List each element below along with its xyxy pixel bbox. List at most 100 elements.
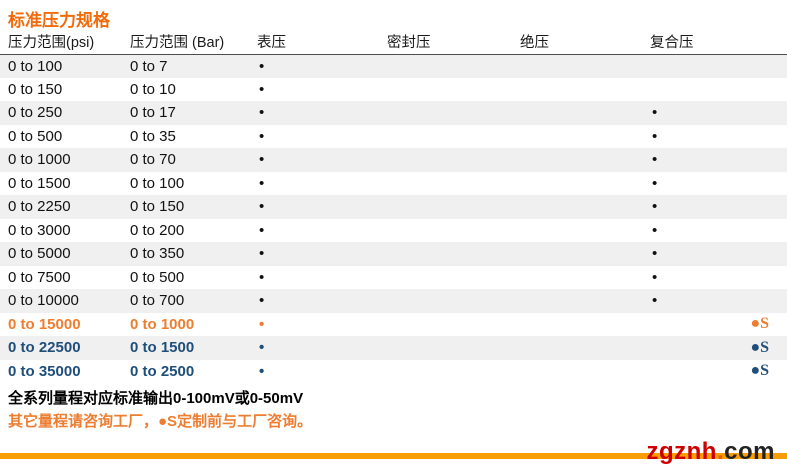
header-psi-range: 压力范围(psi) [0,30,130,55]
gauge-pressure-dot: • [259,198,265,216]
bar-range-cell: 0 to 200 [130,221,185,239]
psi-range-cell: 0 to 1000 [8,151,71,169]
table-row: 0 to 7500 0 to 500 • • [0,266,787,290]
custom-s-mark: ●S [750,315,769,333]
gauge-pressure-dot: • [259,315,265,333]
psi-range-cell: 0 to 3000 [8,221,71,239]
bar-range-cell: 0 to 700 [130,292,185,310]
table-row: 0 to 2250 0 to 150 • • [0,195,787,219]
compound-pressure-cell: • [650,101,787,125]
absolute-pressure-cell [520,336,650,360]
psi-range-cell: 0 to 1500 [8,174,71,192]
absolute-pressure-cell [520,101,650,125]
compound-pressure-cell: • [650,195,787,219]
psi-range-cell: 0 to 15000 [8,315,81,333]
compound-pressure-cell [650,54,787,78]
page-title: 标准压力规格 [8,11,110,30]
gauge-pressure-dot: • [259,104,265,122]
absolute-pressure-cell [520,195,650,219]
absolute-pressure-cell [520,78,650,102]
gauge-pressure-dot: • [259,151,265,169]
gauge-pressure-dot: • [259,362,265,380]
watermark-dot: . [716,438,725,465]
compound-pressure-cell: ●S [650,360,787,384]
gauge-pressure-dot: • [259,221,265,239]
psi-range-cell: 0 to 100 [8,57,63,75]
absolute-pressure-cell [520,148,650,172]
compound-pressure-cell: • [650,148,787,172]
table-row: 0 to 5000 0 to 350 • • [0,242,787,266]
pressure-spec-table: 压力范围(psi) 压力范围 (Bar) 表压 密封压 绝压 复合压 0 to … [0,30,787,383]
absolute-pressure-cell [520,54,650,78]
sealed-pressure-cell [387,266,520,290]
psi-range-cell: 0 to 500 [8,127,63,145]
custom-s-mark: ●S [750,362,769,380]
absolute-pressure-cell [520,125,650,149]
sealed-pressure-cell [387,54,520,78]
header-compound-pressure: 复合压 [650,30,787,55]
gauge-pressure-dot: • [259,127,265,145]
bar-range-cell: 0 to 100 [130,174,185,192]
bar-range-cell: 0 to 2500 [130,362,195,380]
compound-pressure-cell [650,78,787,102]
header-row: 压力范围(psi) 压力范围 (Bar) 表压 密封压 绝压 复合压 [0,30,787,55]
sealed-pressure-cell [387,313,520,337]
sealed-pressure-cell [387,148,520,172]
watermark-name: zgznh [646,438,717,465]
bar-range-cell: 0 to 70 [130,151,176,169]
psi-range-cell: 0 to 250 [8,104,63,122]
table-row: 0 to 1000 0 to 70 • • [0,148,787,172]
table-row: 0 to 22500 0 to 1500 • ●S [0,336,787,360]
sealed-pressure-cell [387,195,520,219]
sealed-pressure-cell [387,78,520,102]
sealed-pressure-cell [387,172,520,196]
table-row: 0 to 35000 0 to 2500 • ●S [0,360,787,384]
header-gauge-pressure: 表压 [257,30,387,55]
compound-pressure-dot: • [652,245,658,263]
gauge-pressure-dot: • [259,339,265,357]
compound-pressure-dot: • [652,151,658,169]
compound-pressure-dot: • [652,127,658,145]
compound-pressure-dot: • [652,174,658,192]
header-bar-range: 压力范围 (Bar) [130,30,257,55]
absolute-pressure-cell [520,266,650,290]
table-row: 0 to 500 0 to 35 • • [0,125,787,149]
bar-range-cell: 0 to 1000 [130,315,195,333]
absolute-pressure-cell [520,313,650,337]
psi-range-cell: 0 to 5000 [8,245,71,263]
gauge-pressure-dot: • [259,80,265,98]
compound-pressure-dot: • [652,198,658,216]
compound-pressure-cell: • [650,242,787,266]
psi-range-cell: 0 to 35000 [8,362,81,380]
bar-range-cell: 0 to 350 [130,245,185,263]
table-row: 0 to 3000 0 to 200 • • [0,219,787,243]
psi-range-cell: 0 to 22500 [8,339,81,357]
note-custom-ranges: 其它量程请咨询工厂，●S定制前与工厂咨询。 [8,413,313,430]
absolute-pressure-cell [520,172,650,196]
gauge-pressure-dot: • [259,174,265,192]
bar-range-cell: 0 to 7 [130,57,168,75]
absolute-pressure-cell [520,242,650,266]
sealed-pressure-cell [387,101,520,125]
watermark-line [0,453,787,459]
compound-pressure-dot: • [652,292,658,310]
psi-range-cell: 0 to 7500 [8,268,71,286]
compound-pressure-cell: ●S [650,313,787,337]
bar-range-cell: 0 to 17 [130,104,176,122]
compound-pressure-cell: • [650,125,787,149]
table-row: 0 to 150 0 to 10 • [0,78,787,102]
sealed-pressure-cell [387,336,520,360]
gauge-pressure-dot: • [259,245,265,263]
sealed-pressure-cell [387,289,520,313]
table-row: 0 to 15000 0 to 1000 • ●S [0,313,787,337]
compound-pressure-dot: • [652,104,658,122]
watermark-logo: zgznh.com [646,440,775,464]
psi-range-cell: 0 to 150 [8,80,63,98]
gauge-pressure-dot: • [259,292,265,310]
bar-range-cell: 0 to 150 [130,198,185,216]
bar-range-cell: 0 to 500 [130,268,185,286]
compound-pressure-cell: • [650,219,787,243]
sealed-pressure-cell [387,242,520,266]
sealed-pressure-cell [387,125,520,149]
bar-range-cell: 0 to 35 [130,127,176,145]
